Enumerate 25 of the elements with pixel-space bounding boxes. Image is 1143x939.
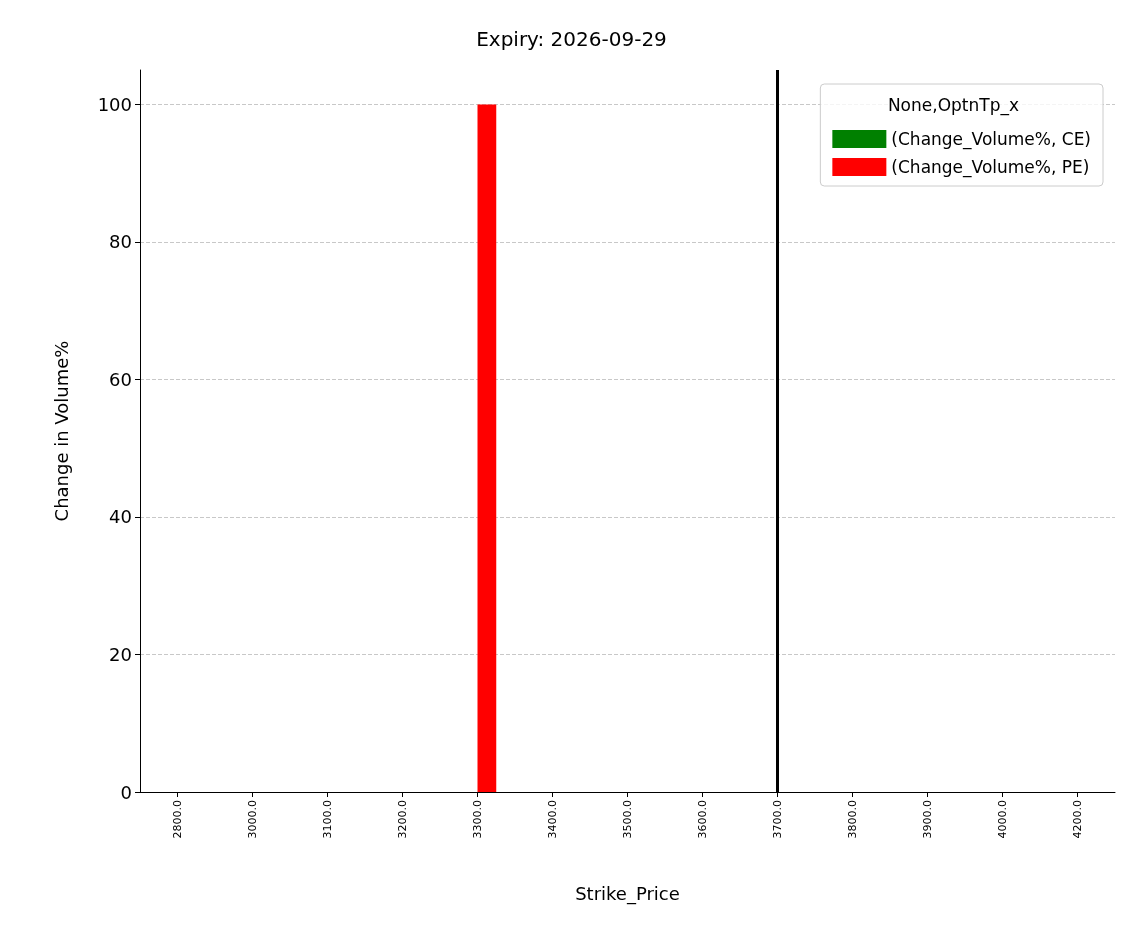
chart-title: Expiry: 2026-09-29: [476, 27, 667, 51]
x-tick-label: 3400.0: [546, 800, 559, 839]
legend-label: (Change_Volume%, CE): [891, 129, 1092, 150]
y-axis-title: Change in Volume%: [50, 340, 72, 522]
y-tick-label: 20: [109, 643, 132, 665]
x-tick-label: 2800.0: [171, 800, 184, 839]
x-tick-label: 3800.0: [846, 800, 859, 839]
x-tick-label: 3000.0: [246, 800, 259, 839]
y-tick-label: 60: [109, 368, 132, 390]
x-tick-label: 3200.0: [396, 800, 409, 839]
x-tick-label: 3900.0: [921, 800, 934, 839]
legend-title: None,OptnTp_x: [887, 94, 1020, 116]
x-tick-label: 3300.0: [471, 800, 484, 839]
x-tick-label: 3600.0: [696, 800, 709, 839]
y-tick-label: 100: [97, 93, 132, 115]
x-tick-label: 4200.0: [1071, 800, 1084, 839]
y-tick-label: 40: [109, 506, 132, 528]
x-tick-label: 3700.0: [771, 800, 784, 839]
x-tick-label: 3100.0: [321, 800, 334, 839]
x-axis-title: Strike_Price: [575, 882, 680, 905]
y-tick-label: 80: [109, 231, 132, 253]
y-tick-label: 0: [120, 781, 132, 803]
x-tick-label: 3500.0: [621, 800, 634, 839]
x-tick-label: 4000.0: [996, 800, 1009, 839]
legend-label: (Change_Volume%, PE): [891, 157, 1090, 178]
